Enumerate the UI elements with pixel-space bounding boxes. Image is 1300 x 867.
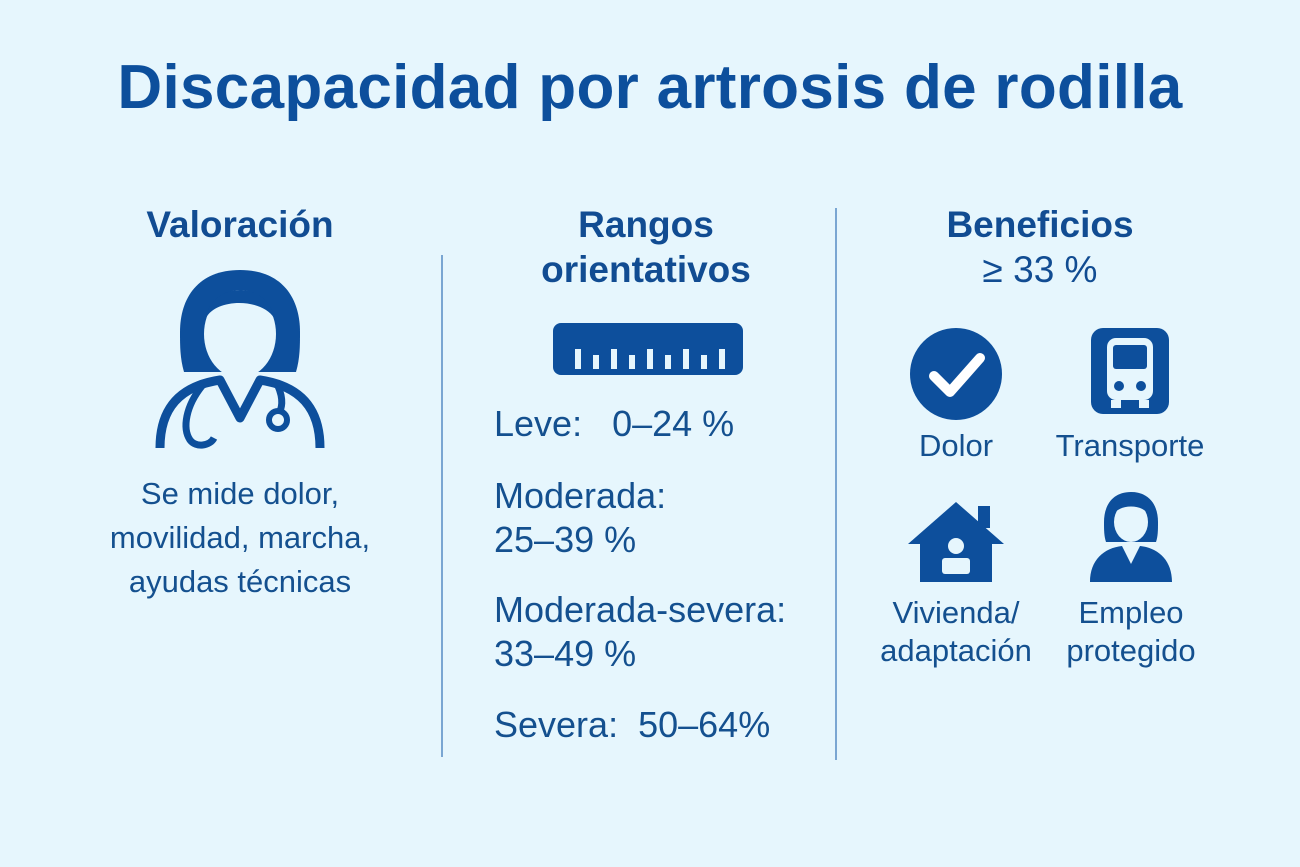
benefit-dolor-label: Dolor	[918, 428, 994, 463]
range-severa: Severa: 50–64%	[494, 703, 770, 747]
range-leve: Leve: 0–24 %	[494, 402, 734, 446]
house-icon	[908, 502, 1004, 582]
benefit-transporte-label: Transporte	[1055, 428, 1205, 463]
doctor-icon	[155, 270, 325, 449]
range-severa-value: 50–64%	[638, 704, 771, 745]
range-leve-value: 0–24 %	[612, 403, 735, 444]
valoracion-heading: Valoración	[146, 204, 334, 245]
range-severa-name: Severa:	[494, 704, 619, 745]
valoracion-line-1: Se mide dolor,	[140, 476, 340, 511]
page-title: Discapacidad por artrosis de rodilla	[117, 53, 1183, 122]
rangos-heading-line-2: orientativos	[541, 249, 751, 290]
range-moderada-severa-value: 33–49 %	[494, 633, 637, 674]
benefit-vivienda-line-2: adaptación	[880, 633, 1032, 668]
benefit-vivienda-line-1: Vivienda/	[892, 595, 1020, 630]
check-circle-icon	[910, 328, 1002, 420]
range-moderada-severa-name: Moderada-severa:	[494, 589, 787, 630]
benefit-vivienda-label: Vivienda/ adaptación	[866, 594, 1046, 670]
range-moderada-value: 25–39 %	[494, 519, 637, 560]
range-moderada-severa: Moderada-severa: 33–49 %	[494, 588, 786, 676]
benefit-empleo-line-1: Empleo	[1078, 595, 1184, 630]
bus-icon	[1091, 328, 1169, 414]
range-leve-name: Leve:	[494, 403, 583, 444]
beneficios-heading-line-1: Beneficios	[946, 204, 1134, 245]
range-moderada: Moderada: 25–39 %	[494, 474, 666, 562]
valoracion-line-3: ayudas técnicas	[128, 564, 352, 599]
worker-icon	[1090, 492, 1172, 582]
rangos-heading-line-1: Rangos	[578, 204, 714, 245]
valoracion-line-2: movilidad, marcha,	[109, 520, 371, 555]
benefit-empleo-label: Empleo protegido	[1046, 594, 1216, 670]
benefit-empleo-line-2: protegido	[1066, 633, 1196, 668]
column-divider-left	[441, 255, 443, 757]
range-moderada-name: Moderada:	[494, 475, 667, 516]
beneficios-heading-line-2: ≥ 33 %	[982, 249, 1098, 290]
column-divider-right	[835, 208, 837, 760]
rangos-heading: Rangos orientativos	[446, 202, 846, 292]
ruler-icon	[553, 323, 743, 375]
beneficios-heading: Beneficios ≥ 33 %	[840, 202, 1240, 292]
valoracion-description: Se mide dolor, movilidad, marcha, ayudas…	[60, 472, 420, 604]
